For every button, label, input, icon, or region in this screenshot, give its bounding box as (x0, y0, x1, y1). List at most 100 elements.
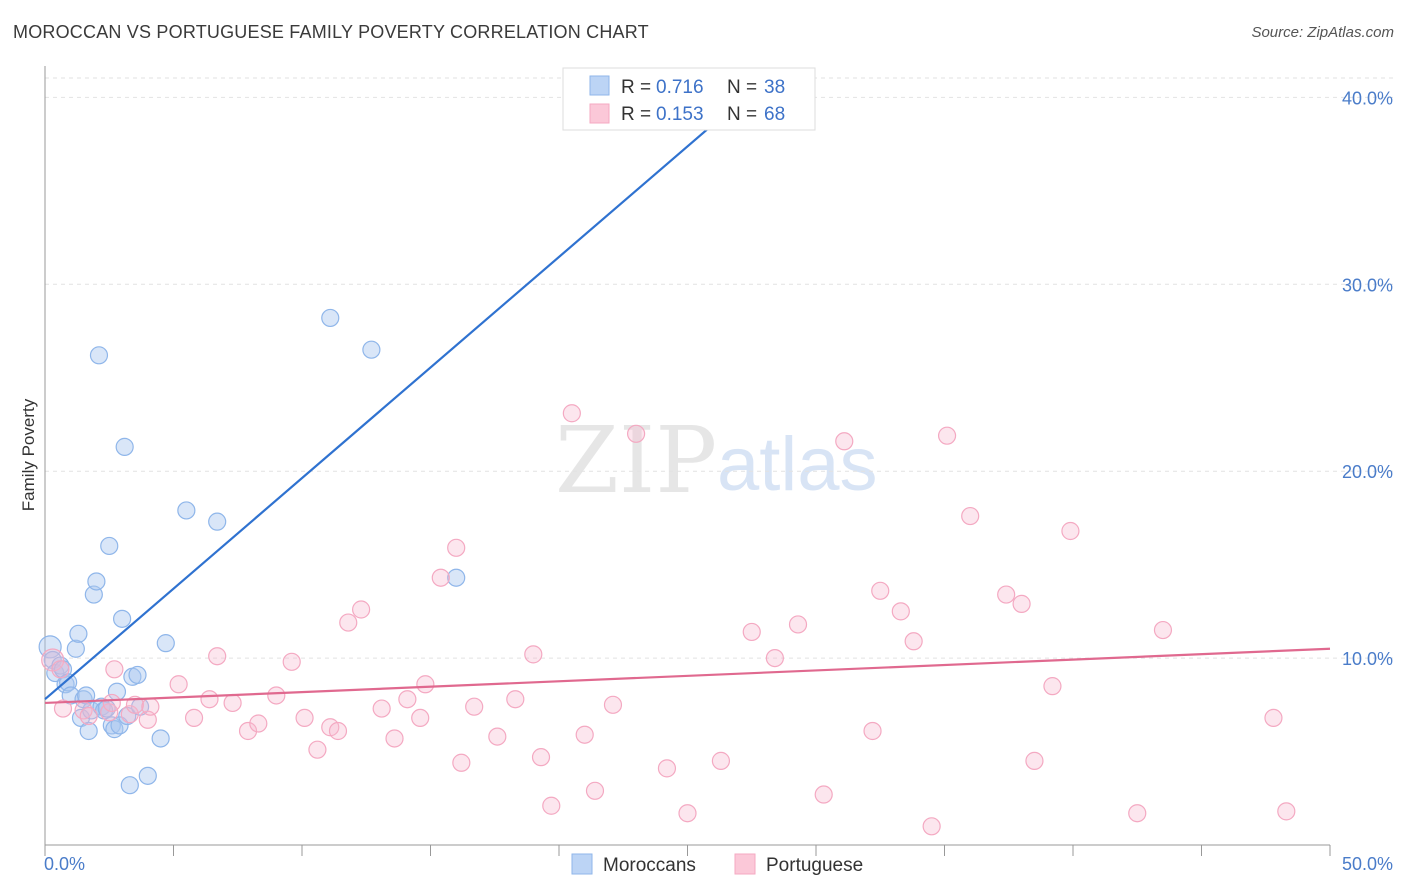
legend-r-label-portuguese: R = (621, 104, 656, 125)
moroccans-point-38 (321, 308, 340, 328)
portuguese-point-39 (531, 748, 551, 767)
trend-line-moroccans (44, 94, 748, 701)
portuguese-point-49 (742, 622, 761, 642)
moroccans-point-13 (79, 721, 98, 741)
portuguese-point-57 (904, 632, 923, 651)
moroccans-point-39 (362, 340, 381, 359)
moroccans-point-36 (177, 501, 196, 520)
portuguese-point-36 (488, 727, 507, 746)
legend-r-label-moroccans: R = (621, 77, 656, 98)
moroccans-point-27 (115, 437, 134, 456)
y-tick-label-40: 40.0% (1342, 88, 1393, 108)
moroccans-point-25 (110, 716, 129, 735)
chart-title: MOROCCAN VS PORTUGUESE FAMILY POVERTY CO… (13, 22, 649, 42)
y-tick-label-20: 20.0% (1342, 462, 1393, 482)
portuguese-point-8 (120, 705, 139, 724)
portuguese-point-13 (184, 708, 204, 728)
portuguese-point-37 (506, 690, 525, 709)
portuguese-point-28 (385, 729, 404, 748)
portuguese-point-51 (788, 615, 808, 634)
portuguese-point-48 (711, 751, 731, 770)
portuguese-point-59 (937, 426, 957, 445)
portuguese-point-67 (1153, 620, 1173, 640)
portuguese-point-43 (585, 781, 605, 800)
portuguese-point-42 (575, 725, 594, 744)
y-tick-label-10: 10.0% (1342, 649, 1393, 669)
portuguese-point-35 (465, 697, 484, 716)
series-portuguese-points (41, 404, 1296, 836)
legend-n-value-portuguese: 68 (764, 104, 785, 125)
legend-r-value-moroccans: 0.716 (656, 77, 704, 98)
gridlines (45, 77, 1393, 659)
trend-line-portuguese (44, 647, 1331, 705)
portuguese-point-34 (452, 753, 471, 772)
moroccans-point-34 (151, 729, 170, 748)
moroccans-point-26 (112, 609, 132, 628)
chart-source: Source: ZipAtlas.com (1251, 24, 1394, 41)
portuguese-point-41 (562, 404, 581, 423)
moroccans-point-37 (208, 512, 227, 531)
bottom-legend-swatch-moroccans (571, 853, 593, 875)
portuguese-point-25 (339, 613, 358, 632)
moroccans-point-35 (156, 634, 175, 653)
legend-swatch-portuguese (589, 103, 610, 124)
portuguese-point-53 (835, 432, 854, 451)
portuguese-point-18 (249, 714, 268, 733)
portuguese-point-0 (41, 648, 65, 672)
y-axis-label: Family Poverty (19, 398, 38, 511)
portuguese-point-26 (352, 600, 371, 619)
portuguese-point-19 (267, 686, 286, 705)
portuguese-point-62 (1012, 594, 1031, 613)
portuguese-point-65 (1061, 521, 1080, 541)
portuguese-point-54 (863, 721, 882, 741)
legend-swatch-moroccans (589, 75, 610, 96)
x-tick-label-min: 0.0% (44, 854, 85, 874)
portuguese-point-7 (105, 660, 124, 679)
series-moroccans-points (38, 308, 466, 795)
portuguese-point-69 (1277, 802, 1296, 821)
portuguese-point-30 (411, 708, 430, 728)
portuguese-point-2 (53, 699, 73, 718)
moroccans-point-29 (120, 776, 139, 795)
legend-n-label-portuguese: N = (727, 104, 762, 125)
portuguese-point-38 (524, 645, 543, 664)
portuguese-point-33 (447, 538, 466, 557)
portuguese-point-47 (678, 804, 697, 823)
legend-n-value-moroccans: 38 (764, 77, 785, 98)
portuguese-point-52 (814, 785, 833, 804)
portuguese-point-40 (542, 796, 561, 815)
portuguese-point-66 (1128, 804, 1147, 823)
y-tick-label-30: 30.0% (1342, 275, 1393, 295)
moroccans-point-16 (87, 572, 106, 591)
legend-r-value-portuguese: 0.153 (656, 104, 704, 125)
portuguese-point-15 (208, 647, 227, 666)
x-tick-label-max: 50.0% (1342, 854, 1393, 874)
portuguese-point-45 (626, 424, 646, 443)
bottom-legend-label-portuguese: Portuguese (766, 855, 863, 876)
watermark: ZIP atlas (555, 407, 878, 514)
portuguese-point-27 (372, 699, 391, 718)
portuguese-point-22 (308, 740, 327, 759)
moroccans-point-17 (89, 346, 109, 365)
portuguese-point-14 (200, 690, 219, 709)
x-axis-ticks (44, 845, 1331, 856)
portuguese-point-11 (141, 697, 160, 716)
y-tick-labels: 10.0% 20.0% 30.0% 40.0% (1342, 88, 1393, 669)
moroccans-point-40 (447, 568, 466, 587)
portuguese-point-12 (169, 675, 188, 694)
portuguese-point-58 (922, 817, 941, 836)
series-legend: Moroccans Portuguese (571, 853, 863, 876)
moroccans-point-8 (66, 639, 85, 658)
portuguese-point-63 (1025, 751, 1044, 770)
portuguese-point-6 (102, 693, 121, 713)
portuguese-point-60 (961, 506, 980, 526)
portuguese-point-20 (282, 652, 301, 671)
portuguese-point-24 (328, 721, 348, 741)
moroccans-point-31 (128, 665, 147, 685)
portuguese-point-44 (603, 695, 623, 714)
portuguese-point-61 (997, 585, 1016, 604)
portuguese-point-64 (1043, 677, 1062, 696)
portuguese-point-68 (1264, 708, 1283, 728)
portuguese-point-16 (223, 693, 242, 713)
